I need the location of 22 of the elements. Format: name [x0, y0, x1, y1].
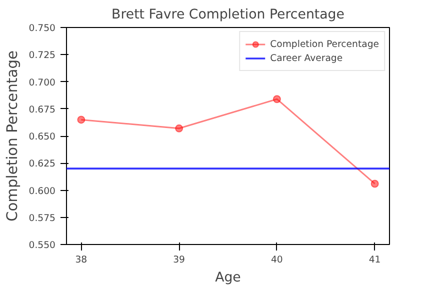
x-tick-label: 40 [271, 254, 283, 266]
point [77, 116, 86, 124]
y-tick-label: 0.600 [28, 186, 56, 197]
x-axis-title: Age [215, 270, 241, 286]
x-tick-label: 39 [173, 254, 186, 266]
point [272, 95, 281, 104]
y-tick-label: 0.675 [28, 104, 56, 116]
legend-label: Completion Percentage [270, 38, 379, 51]
y-tick-label: 0.750 [28, 23, 56, 34]
y-tick-label: 0.650 [28, 132, 56, 142]
y-tick-label: 0.725 [28, 50, 56, 62]
y-tick-label: 0.700 [28, 77, 56, 88]
y-axis-title: Completion Percentage [4, 50, 21, 222]
legend-label: Career Average [270, 52, 343, 65]
y-tick-label: 0.575 [28, 212, 56, 224]
y-tick-label: 0.550 [28, 240, 56, 251]
y-tick-label: 0.625 [28, 158, 56, 170]
chart-title: Brett Favre Completion Percentage [112, 8, 344, 22]
point [370, 180, 379, 188]
point [175, 124, 184, 132]
x-tick-label: 38 [75, 254, 88, 266]
x-tick-label: 41 [368, 254, 381, 266]
